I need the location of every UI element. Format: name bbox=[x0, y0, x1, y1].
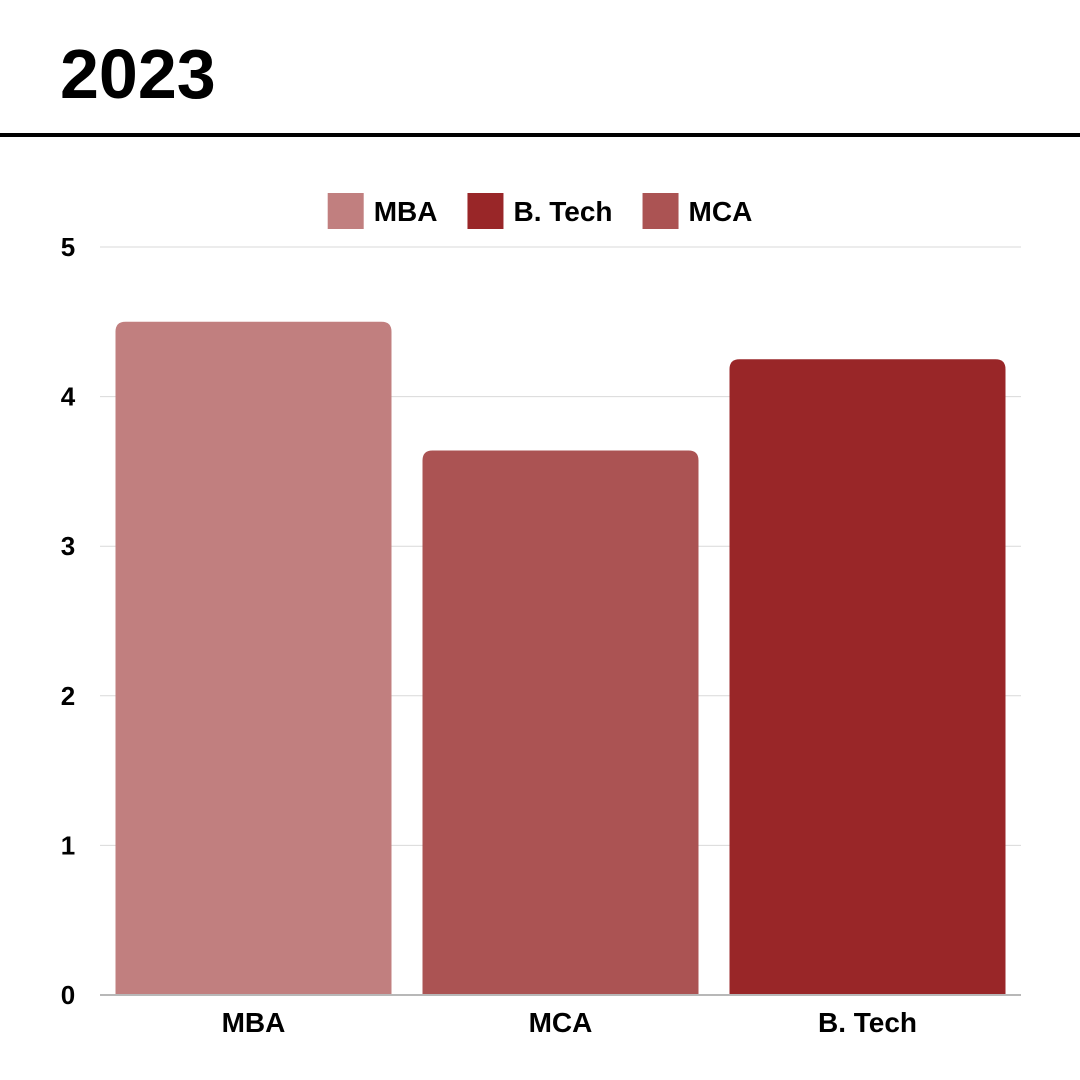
y-tick-label: 5 bbox=[61, 232, 75, 262]
legend: MBA B. Tech MCA bbox=[327, 193, 753, 229]
y-tick-label: 0 bbox=[61, 980, 75, 1010]
legend-item: MCA bbox=[642, 193, 753, 229]
bars bbox=[115, 321, 1006, 995]
x-tick-label: MBA bbox=[222, 1007, 286, 1038]
bar-b-tech bbox=[729, 359, 1006, 995]
y-tick-label: 1 bbox=[61, 830, 75, 860]
bar-mba bbox=[115, 321, 392, 995]
legend-label: B. Tech bbox=[513, 196, 612, 227]
page-title: 2023 bbox=[60, 35, 216, 113]
x-axis-ticks: MBA MCA B. Tech bbox=[222, 1007, 917, 1038]
legend-label: MBA bbox=[374, 196, 438, 227]
y-tick-label: 3 bbox=[61, 531, 75, 561]
legend-swatch bbox=[327, 193, 364, 229]
legend-item: MBA bbox=[327, 193, 438, 229]
bar-mca bbox=[422, 450, 699, 995]
title-divider bbox=[0, 133, 1080, 137]
x-tick-label: B. Tech bbox=[818, 1007, 917, 1038]
x-tick-label: MCA bbox=[529, 1007, 593, 1038]
legend-label: MCA bbox=[689, 196, 753, 227]
legend-item: B. Tech bbox=[467, 193, 613, 229]
y-tick-label: 2 bbox=[61, 681, 75, 711]
legend-swatch bbox=[467, 193, 504, 229]
y-axis-ticks: 0 1 2 3 4 5 bbox=[61, 232, 76, 1010]
legend-swatch bbox=[642, 193, 679, 229]
y-tick-label: 4 bbox=[61, 382, 76, 412]
